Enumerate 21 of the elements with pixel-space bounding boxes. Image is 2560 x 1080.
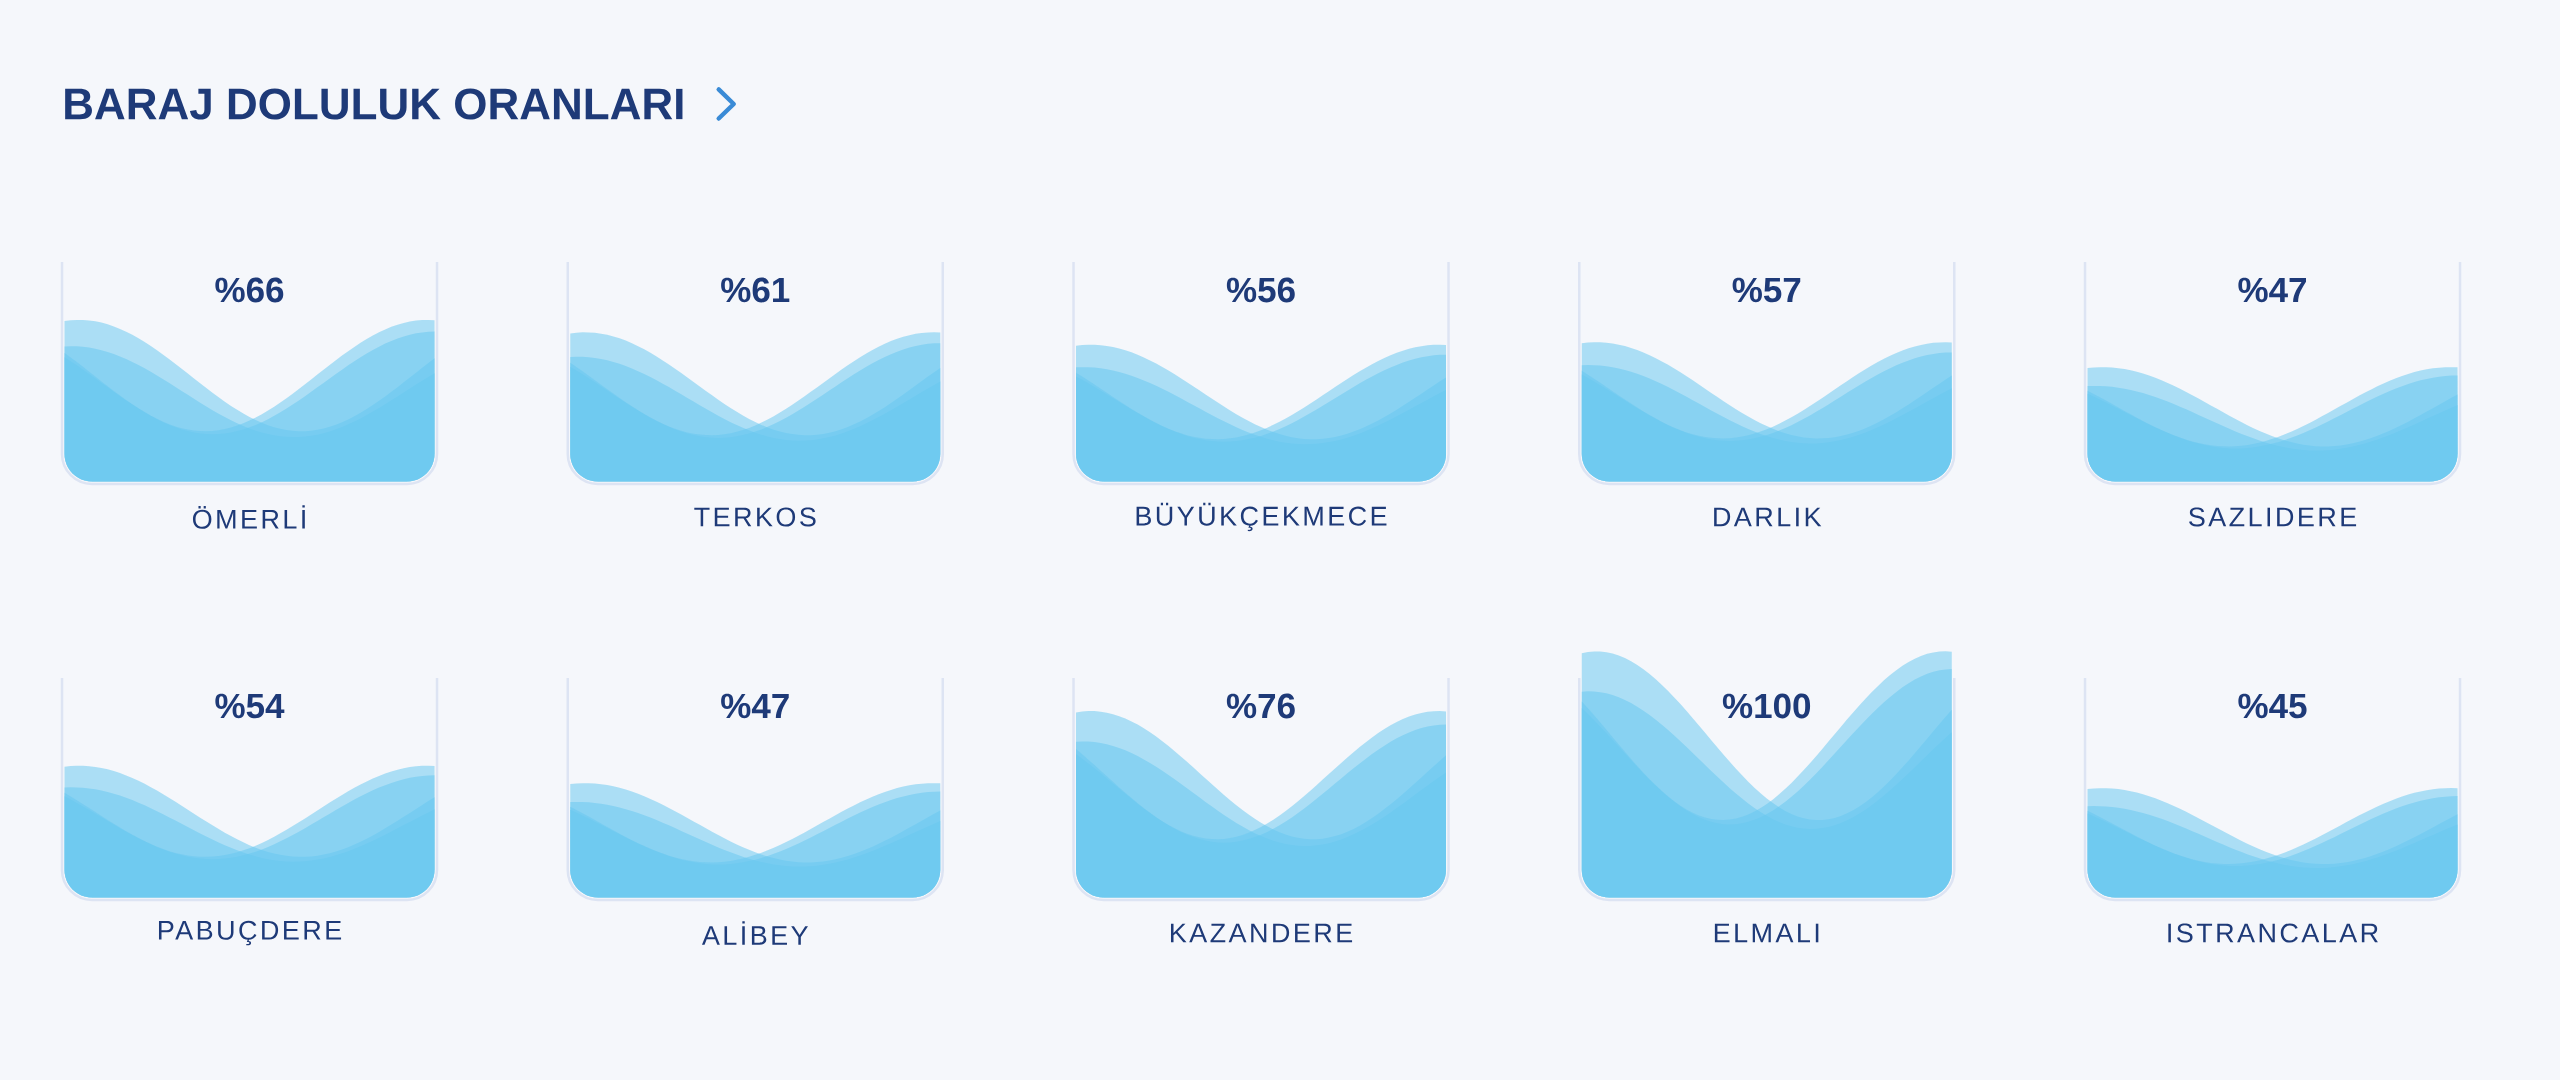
- category-label: ÖMERLİ: [192, 505, 305, 529]
- data-label: %76: [1226, 693, 1295, 719]
- category-label: PABUÇDERE: [158, 920, 342, 946]
- data-label: %66: [215, 277, 284, 303]
- data-label: %61: [721, 277, 790, 303]
- category-label: ALİBEY: [701, 921, 808, 945]
- category-label: BÜYÜKÇEKMECE: [1136, 502, 1387, 532]
- category-label: TERKOS: [694, 507, 816, 527]
- category-label: SAZLIDERE: [2189, 507, 2357, 527]
- data-label: %57: [1732, 277, 1801, 303]
- category-label: ISTRANCALAR: [2168, 923, 2378, 943]
- category-label: DARLIK: [1714, 507, 1822, 527]
- data-label: %54: [215, 693, 285, 719]
- category-label: KAZANDERE: [1170, 923, 1353, 943]
- data-label: %100: [1722, 693, 1811, 719]
- data-label: %47: [721, 693, 789, 719]
- data-label: %45: [2238, 693, 2307, 719]
- data-label: %56: [1226, 277, 1295, 303]
- text: BARAJ DOLULUK ORANLARI: [65, 88, 683, 120]
- category-label: ELMALI: [1714, 923, 1819, 943]
- data-label: %47: [2238, 277, 2306, 303]
